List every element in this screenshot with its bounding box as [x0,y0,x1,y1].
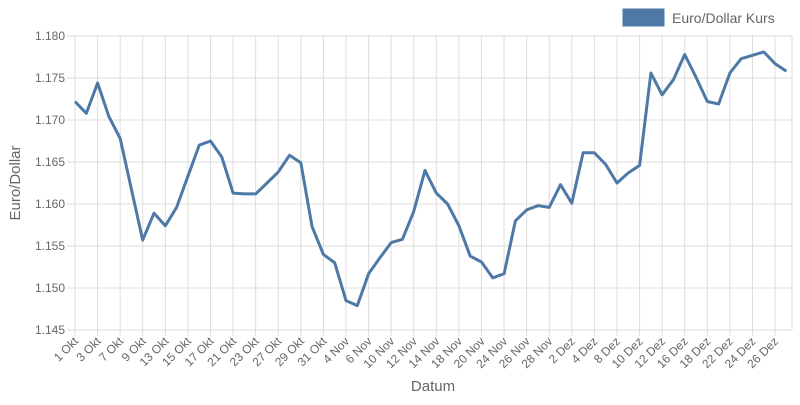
y-tick-label: 1.175 [35,71,65,85]
x-tick-label: 7 Okt [96,334,127,365]
y-axis-ticks: 1.145 1.150 1.155 1.160 1.165 1.170 1.175 1.180 [35,29,65,337]
y-tick-label: 1.170 [35,113,65,127]
x-tick-label: 3 Okt [74,334,105,365]
legend-swatch [621,7,666,28]
legend-label: Euro/Dollar Kurs [672,10,775,26]
y-axis-title: Euro/Dollar [7,145,24,220]
y-tick-label: 1.155 [35,239,65,253]
grid [67,35,793,336]
y-tick-label: 1.180 [35,29,65,43]
x-tick-label: 1 Okt [51,334,82,365]
y-tick-label: 1.150 [35,281,65,295]
series-line [73,50,788,308]
legend[interactable]: Euro/Dollar Kurs [621,7,775,28]
y-tick-label: 1.165 [35,155,65,169]
y-tick-label: 1.145 [35,323,65,337]
y-tick-label: 1.160 [35,197,65,211]
x-axis-title: Datum [411,378,455,395]
